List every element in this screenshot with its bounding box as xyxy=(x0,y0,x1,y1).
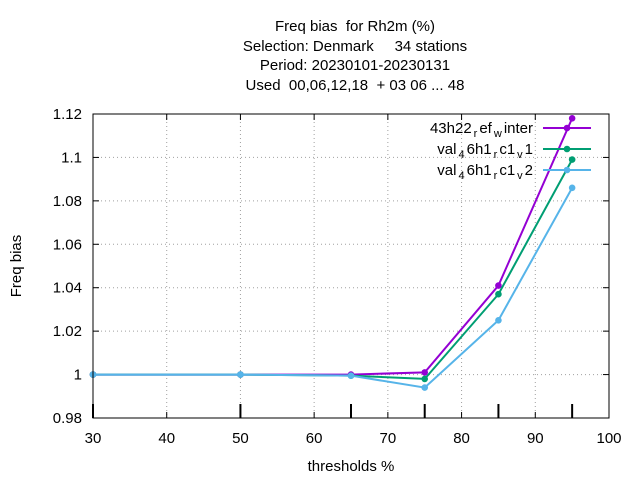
y-tick-label: 0.98 xyxy=(53,410,82,427)
legend-text-part: ef xyxy=(479,120,492,137)
x-tick-label: 90 xyxy=(527,430,544,447)
grid-lines xyxy=(93,114,609,418)
legend-text-part: v xyxy=(517,170,523,182)
legend-text-part: 4 xyxy=(458,170,464,182)
legend-label-3: val 4 6h1 r c1 v 2 xyxy=(437,162,533,182)
x-tick-label: 50 xyxy=(232,430,249,447)
plot-frame xyxy=(92,113,610,419)
legend-label-2: val 4 6h1 r c1 v 1 xyxy=(437,141,533,161)
legend-marker-3 xyxy=(563,166,571,174)
legend-text-part: val xyxy=(437,141,456,158)
y-tick-label: 1.12 xyxy=(53,106,82,123)
series-line-3 xyxy=(93,187,574,389)
legend-text-part: r xyxy=(474,128,478,140)
title-line-3: Period: 20230101-20230131 xyxy=(259,57,451,74)
x-tick-label: 40 xyxy=(158,430,175,447)
series-2-point xyxy=(421,375,429,383)
x-tick-label: 70 xyxy=(380,430,397,447)
series-3-point xyxy=(421,384,429,391)
legend-marker-2 xyxy=(563,145,571,153)
title-line-1: Freq bias for Rh2m (%) xyxy=(274,18,436,35)
series-2-point xyxy=(568,156,576,163)
y-tick-label: 1 xyxy=(74,367,82,384)
legend-text-part: w xyxy=(493,128,502,140)
y-tick-label: 1.08 xyxy=(53,193,82,210)
y-axis-label: Freq bias xyxy=(8,235,25,298)
series-3-point xyxy=(347,372,355,379)
legend-marker-1 xyxy=(563,124,571,132)
legend-text-part: inter xyxy=(504,120,533,137)
x-tick-label: 30 xyxy=(85,430,102,447)
series-1-point xyxy=(421,369,429,376)
legend-text-part: 6h1 xyxy=(467,162,492,179)
x-tick-label: 80 xyxy=(453,430,470,447)
legend-label-1: 43h22 r ef w inter xyxy=(430,120,533,140)
x-tick-label: 60 xyxy=(306,430,323,447)
y-tick-label: 1.02 xyxy=(53,323,82,340)
legend-text-part: c1 xyxy=(499,162,515,179)
legend-text-part: 2 xyxy=(525,162,533,179)
legend-text-part: 4 xyxy=(458,149,464,161)
legend-text-part: 6h1 xyxy=(467,141,492,158)
title-line-4: Used 00,06,12,18 + 03 06 ... 48 xyxy=(245,76,465,94)
title-line-2: Selection: Denmark 34 stations xyxy=(242,37,468,55)
x-axis-label: thresholds % xyxy=(308,458,395,475)
y-tick-label: 1.1 xyxy=(61,149,82,166)
series-3-point xyxy=(495,316,502,324)
y-tick-label: 1.04 xyxy=(53,280,82,297)
legend-text-part: r xyxy=(494,149,498,161)
series-1-point xyxy=(495,282,502,289)
series-1-point xyxy=(568,115,576,122)
legend-text-part: val xyxy=(437,162,456,179)
legend-text-part: 1 xyxy=(525,141,533,158)
chart-title: Freq bias for Rh2m (%) Selection: Denmar… xyxy=(0,17,640,95)
legend-text-part: c1 xyxy=(499,141,515,158)
tick-labels: 30 40 50 60 70 80 90 100 0.98 1 1.02 1.04 1.06 1.08 1.… xyxy=(53,106,622,447)
y-tick-label: 1.06 xyxy=(53,236,82,253)
x-tick-label: 100 xyxy=(596,430,621,447)
series-3-point xyxy=(237,371,244,378)
series-line-2 xyxy=(93,159,574,380)
series-lines xyxy=(89,115,576,391)
legend-text-part: r xyxy=(494,170,498,182)
legend-text-part: v xyxy=(517,149,523,161)
legend-text-part: 43h22 xyxy=(430,120,472,137)
series-2-point xyxy=(495,290,502,298)
series-3-point xyxy=(568,184,576,192)
